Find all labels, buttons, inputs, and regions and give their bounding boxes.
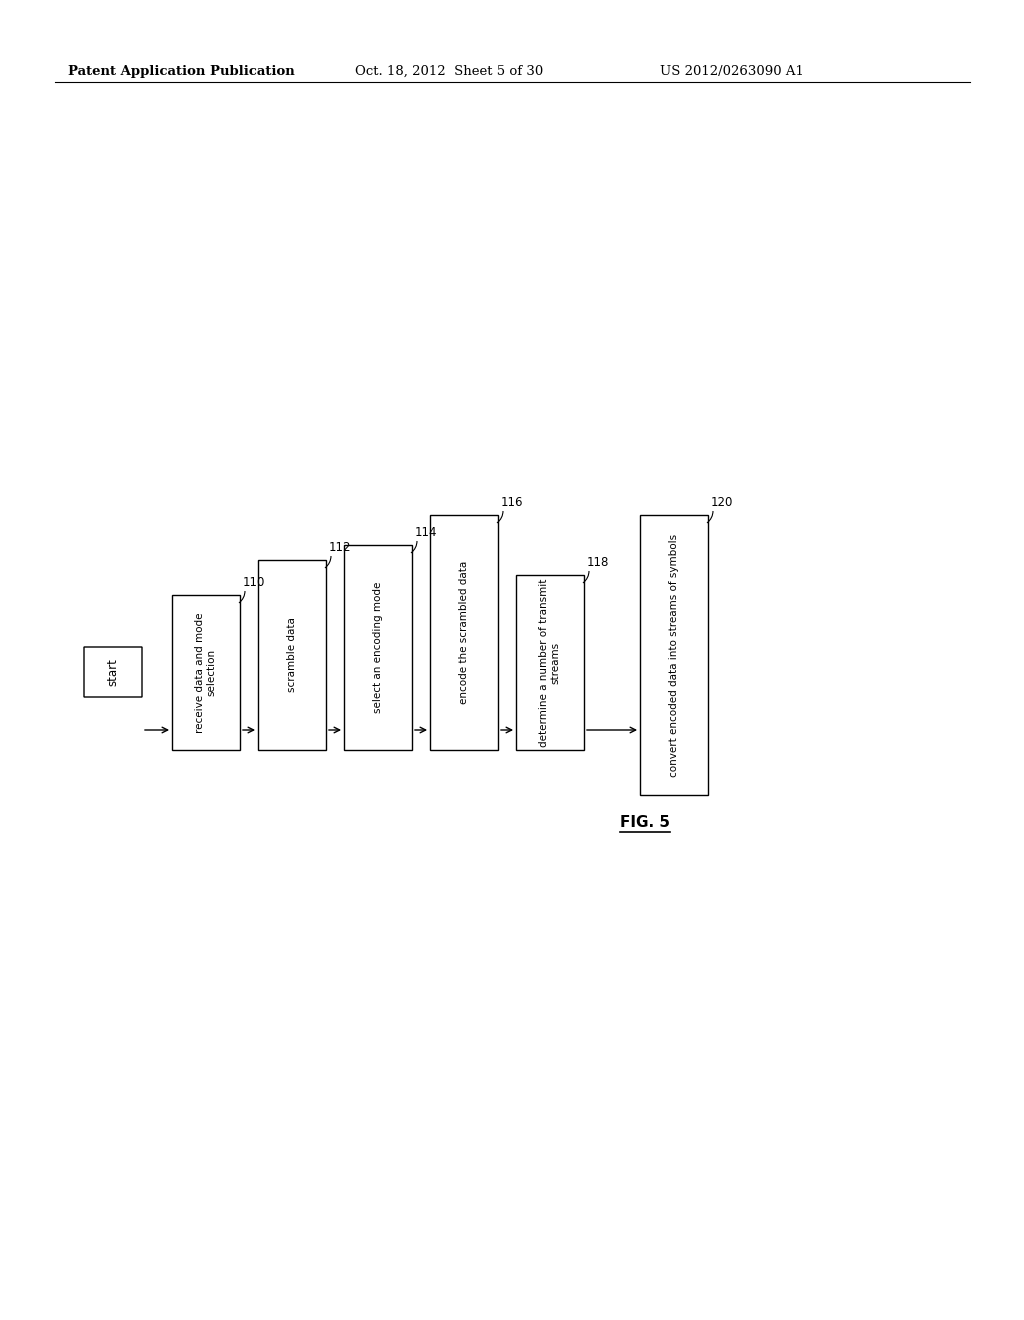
Text: US 2012/0263090 A1: US 2012/0263090 A1 [660, 65, 804, 78]
Bar [430, 515, 498, 750]
Bar [172, 595, 240, 750]
Text: Patent Application Publication: Patent Application Publication [68, 65, 295, 78]
Bar [516, 576, 584, 750]
Text: determine a number of transmit
streams: determine a number of transmit streams [540, 578, 561, 747]
Text: 118: 118 [587, 556, 609, 569]
Bar [258, 560, 326, 750]
Bar [344, 545, 412, 750]
Text: 110: 110 [243, 576, 265, 589]
FancyBboxPatch shape [84, 647, 142, 697]
Text: 114: 114 [415, 525, 437, 539]
Text: 112: 112 [329, 541, 351, 554]
Text: select an encoding mode: select an encoding mode [373, 582, 383, 713]
Text: 120: 120 [711, 496, 733, 510]
Bar [640, 515, 708, 795]
Text: FIG. 5: FIG. 5 [620, 814, 670, 830]
Text: start: start [106, 659, 120, 686]
Text: 116: 116 [501, 496, 523, 510]
Text: encode the scrambled data: encode the scrambled data [459, 561, 469, 704]
Text: scramble data: scramble data [287, 618, 297, 693]
Text: Oct. 18, 2012  Sheet 5 of 30: Oct. 18, 2012 Sheet 5 of 30 [355, 65, 544, 78]
Text: receive data and mode
selection: receive data and mode selection [196, 612, 217, 733]
Text: convert encoded data into streams of symbols: convert encoded data into streams of sym… [669, 533, 679, 776]
